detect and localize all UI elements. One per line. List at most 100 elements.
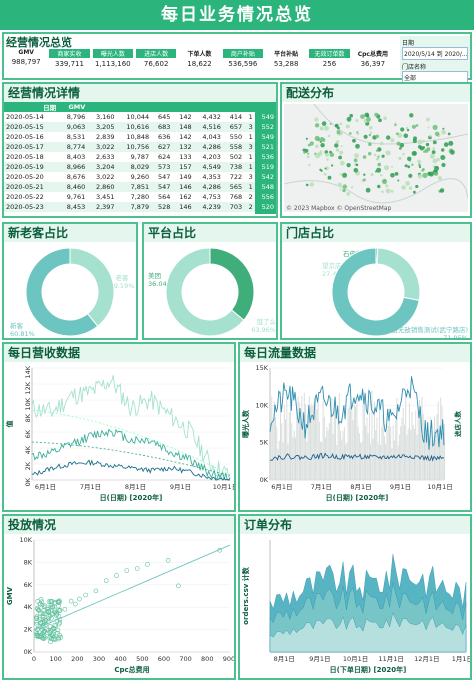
delivery-point — [320, 150, 323, 153]
delivery-point — [390, 189, 394, 193]
delivery-point — [305, 183, 309, 187]
delivery-point — [427, 126, 430, 129]
table-cell: 2020-05-16 — [6, 133, 44, 141]
delivery-point — [402, 152, 405, 156]
delivery-point — [378, 118, 382, 123]
bar — [330, 414, 332, 480]
bar — [372, 438, 374, 480]
date-filter[interactable]: 2020/5/14 到 2020/... — [402, 47, 468, 60]
scatter-point — [50, 625, 56, 631]
table-cell: 10,616 — [126, 123, 150, 131]
scatter-point — [52, 637, 58, 642]
scatter-point — [176, 583, 181, 589]
column-header[interactable] — [223, 102, 244, 112]
bar — [422, 413, 424, 480]
bar — [395, 419, 397, 480]
table-cell: 2020-05-24 — [4, 212, 58, 214]
bar — [435, 428, 437, 480]
filter-box[interactable]: 日期 2020/5/14 到 2020/... 门店名称 全部 — [400, 36, 470, 84]
delivery-point — [409, 113, 414, 118]
scatter-point — [41, 608, 47, 613]
delivery-point — [415, 184, 419, 189]
bar — [416, 434, 418, 480]
column-header[interactable]: GMV — [68, 103, 86, 111]
table-cell: 146 — [179, 203, 192, 211]
delivery-point — [306, 155, 310, 159]
delivery-point — [422, 168, 425, 171]
delivery-point — [327, 134, 331, 138]
summary-panel: 经营情况总览 GMV 988,797 商家实收 339,711 曝光人数 1,113,16… — [2, 32, 472, 84]
bar — [430, 417, 432, 480]
column-header[interactable] — [172, 102, 193, 112]
table-cell: 3 — [244, 212, 255, 214]
bar — [353, 405, 355, 480]
delivery-point — [391, 165, 393, 168]
delivery-point — [434, 131, 440, 136]
table-cell: 4,230 — [194, 212, 223, 214]
delivery-point — [350, 186, 354, 189]
table-cell: 521 — [254, 142, 276, 152]
kpi-value: 536,596 — [228, 60, 258, 68]
column-header[interactable] — [151, 102, 172, 112]
bar — [346, 442, 348, 480]
delivery-point — [338, 155, 342, 160]
y-tick-label: 12K — [24, 381, 32, 394]
kpi-label: 平台补贴 — [274, 51, 299, 58]
x-axis-title: Cpc总费用 — [114, 665, 149, 674]
donut-slice — [376, 247, 421, 301]
scatter-point — [165, 558, 171, 563]
delivery-point — [417, 159, 421, 164]
scatter-point — [48, 599, 54, 604]
y-tick-label: 4K — [24, 445, 32, 454]
table-row: 2020-05-17 8,774 3,022 10,756 627 132 4,286 558… — [4, 142, 276, 152]
delivery-point — [321, 121, 327, 126]
delivery-map[interactable] — [284, 104, 468, 212]
table-cell: 7,280 — [130, 193, 150, 201]
bar — [276, 427, 278, 480]
delivery-point — [405, 181, 410, 186]
kpi-label: Cpc总费用 — [357, 51, 388, 58]
series-line — [269, 376, 445, 450]
delivery-point — [390, 173, 395, 178]
x-tick-label: 7月1日 — [80, 483, 101, 491]
bar — [375, 430, 377, 480]
series-line — [31, 428, 230, 481]
bar — [412, 425, 414, 480]
bar — [410, 430, 412, 480]
table-cell: 549 — [254, 132, 276, 142]
bar — [444, 424, 445, 480]
bar — [434, 417, 435, 480]
table-cell: 149 — [179, 173, 192, 181]
store-label: 门店名称 — [402, 64, 427, 71]
delivery-point — [373, 153, 377, 157]
delivery-point — [408, 173, 413, 178]
column-header[interactable] — [87, 102, 116, 112]
bar — [401, 417, 403, 480]
delivery-point — [353, 158, 358, 163]
bar — [414, 428, 415, 480]
table-cell: 148 — [179, 123, 192, 131]
table-cell: 142 — [179, 133, 192, 141]
delivery-point — [441, 162, 446, 168]
table-cell: 3,278 — [87, 212, 116, 214]
bar — [283, 405, 285, 480]
column-header[interactable] — [255, 102, 276, 112]
bar — [327, 430, 329, 480]
table-row: 2020-05-14 8,796 3,160 10,044 645 142 4,432 414… — [4, 112, 276, 122]
delivery-point — [320, 127, 324, 131]
delivery-point — [340, 145, 343, 148]
column-header[interactable] — [194, 102, 223, 112]
bar — [382, 414, 384, 480]
x-tick-label: 8月1日 — [274, 655, 295, 663]
table-cell: 9,063 — [66, 123, 86, 131]
bar — [307, 414, 309, 480]
delivery-point — [440, 155, 446, 160]
column-header[interactable] — [244, 102, 255, 112]
scatter-point — [48, 639, 53, 645]
column-header[interactable]: 日期 — [43, 104, 57, 112]
table-row: 2020-05-19 8,966 3,204 8,029 573 157 4,549 738 1… — [4, 162, 276, 172]
delivery-point — [448, 140, 454, 146]
column-header[interactable] — [117, 102, 152, 112]
y-tick-label: 6K — [24, 581, 33, 589]
bar — [398, 434, 400, 480]
